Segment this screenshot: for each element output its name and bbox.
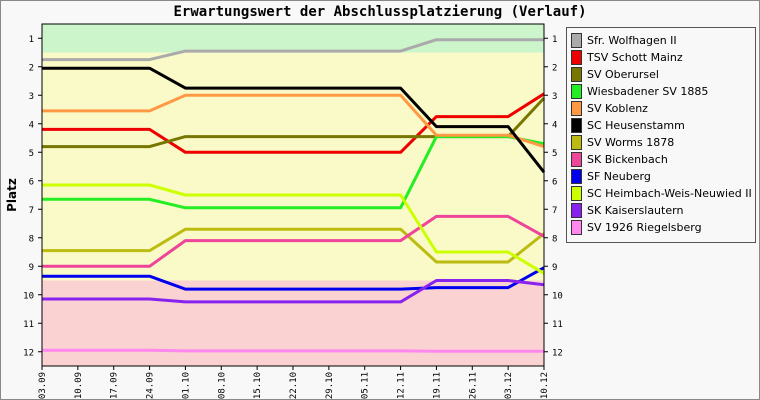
legend-swatch	[571, 169, 582, 184]
legend-label: SK Kaiserslautern	[587, 204, 684, 217]
legend-item: SF Neuberg	[571, 168, 651, 185]
y-tick-label-right: 2	[552, 63, 557, 73]
x-tick-label: 26.11	[468, 372, 478, 399]
y-tick-label-right: 9	[552, 263, 557, 273]
legend-item: SV 1926 Riegelsberg	[571, 219, 702, 236]
series-line-5	[42, 93, 545, 149]
series-line-9	[42, 266, 545, 291]
legend-swatch	[571, 220, 582, 235]
x-tick-label: 03.09	[38, 372, 48, 399]
legend-swatch	[571, 135, 582, 150]
legend-item: SC Heimbach-Weis-Neuwied II	[571, 185, 752, 202]
legend-label: Sfr. Wolfhagen II	[587, 34, 677, 47]
legend-item: Sfr. Wolfhagen II	[571, 32, 677, 49]
legend-swatch	[571, 101, 582, 116]
y-tick-label-right: 11	[552, 320, 563, 330]
y-tick-label-right: 7	[552, 206, 557, 216]
x-tick-label: 10.12	[540, 372, 550, 399]
legend-label: SF Neuberg	[587, 170, 651, 183]
legend-swatch	[571, 50, 582, 65]
x-tick-label: 03.12	[504, 372, 514, 399]
y-tick-label-left: 4	[29, 120, 34, 130]
legend-label: SV Oberursel	[587, 68, 659, 81]
legend-label: TSV Schott Mainz	[587, 51, 683, 64]
legend-item: TSV Schott Mainz	[571, 49, 683, 66]
x-tick-label: 10.09	[74, 372, 84, 399]
y-tick-label-right: 5	[552, 149, 557, 159]
x-tick-label: 29.10	[325, 372, 335, 399]
x-tick-label: 24.09	[146, 372, 156, 399]
legend-label: Wiesbadener SV 1885	[587, 85, 709, 98]
y-tick-label-left: 11	[23, 320, 34, 330]
x-tick-label: 08.10	[217, 372, 227, 399]
y-tick-label-left: 10	[23, 291, 34, 301]
legend-item: SC Heusenstamm	[571, 117, 685, 134]
series-lines	[42, 38, 546, 353]
y-tick-label-left: 2	[29, 63, 34, 73]
y-tick-label-left: 1	[29, 35, 34, 45]
series-line-12	[42, 348, 544, 353]
legend-swatch	[571, 186, 582, 201]
y-tick-label-right: 4	[552, 120, 557, 130]
y-tick-label-left: 6	[29, 177, 34, 187]
background-band-2	[42, 52, 544, 281]
chart-title: Erwartungswert der Abschlussplatzierung …	[173, 4, 587, 20]
x-tick-label: 05.11	[361, 372, 371, 399]
y-tick-label-left: 8	[29, 234, 34, 244]
legend-item: SK Kaiserslautern	[571, 202, 683, 219]
legend-item: SV Oberursel	[571, 66, 659, 83]
series-line-11	[42, 279, 545, 304]
series-line-2	[42, 92, 545, 154]
legend: Sfr. Wolfhagen II TSV Schott Mainz SV Ober…	[566, 27, 756, 243]
x-tick-label: 12.11	[397, 372, 407, 399]
y-tick-label-left: 7	[29, 206, 34, 216]
series-line-8	[42, 214, 545, 268]
legend-swatch	[571, 84, 582, 99]
legend-swatch	[571, 152, 582, 167]
legend-swatch	[571, 33, 582, 48]
legend-label: SV 1926 Riegelsberg	[587, 221, 702, 234]
legend-label: SC Heusenstamm	[587, 119, 685, 132]
y-tick-label-right: 3	[552, 92, 557, 102]
y-tick-label-left: 9	[29, 263, 34, 273]
legend-item: SK Bickenbach	[571, 151, 668, 168]
x-tick-label: 17.09	[110, 372, 120, 399]
y-tick-label-right: 12	[552, 348, 563, 358]
series-line-7	[42, 227, 545, 264]
legend-label: SC Heimbach-Weis-Neuwied II	[587, 187, 752, 200]
series-line-1	[42, 38, 544, 62]
legend-label: SV Worms 1878	[587, 136, 675, 149]
y-tick-label-left: 3	[29, 92, 34, 102]
background-band-3	[42, 280, 544, 366]
x-tick-label: 19.11	[432, 372, 442, 399]
series-line-6	[42, 66, 546, 174]
legend-swatch	[571, 203, 582, 218]
y-tick-label-right: 10	[552, 291, 563, 301]
x-tick-label: 01.10	[181, 372, 191, 399]
x-tick-label: 15.10	[253, 372, 263, 399]
y-tick-label-right: 8	[552, 234, 557, 244]
legend-swatch	[571, 118, 582, 133]
y-tick-label-left: 5	[29, 149, 34, 159]
y-tick-label-left: 12	[23, 348, 34, 358]
legend-item: SV Worms 1878	[571, 134, 674, 151]
y-tick-label-right: 1	[552, 35, 557, 45]
series-line-10	[42, 183, 545, 275]
legend-label: SK Bickenbach	[587, 153, 668, 166]
x-tick-label: 22.10	[289, 372, 299, 399]
legend-item: SV Koblenz	[571, 100, 648, 117]
legend-item: Wiesbadener SV 1885	[571, 83, 708, 100]
y-tick-label-right: 6	[552, 177, 557, 187]
legend-label: SV Koblenz	[587, 102, 648, 115]
legend-swatch	[571, 67, 582, 82]
